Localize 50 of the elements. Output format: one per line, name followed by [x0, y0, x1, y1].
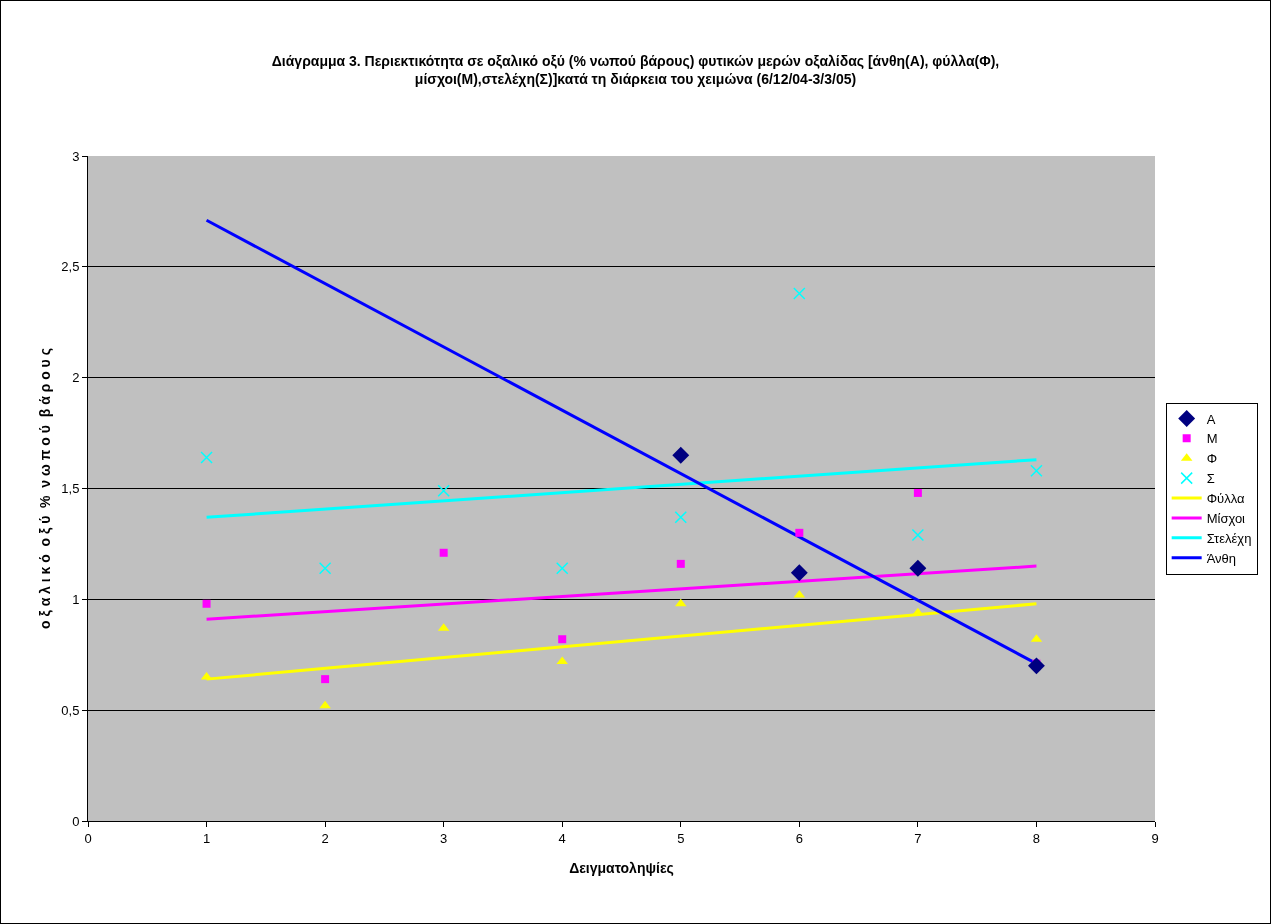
- point: [439, 548, 448, 557]
- point: [200, 451, 213, 464]
- legend-label: Φύλλα: [1206, 491, 1245, 507]
- point: [555, 562, 569, 575]
- legend-label: Άνθη: [1206, 550, 1237, 566]
- x-tick-label: 6: [795, 830, 803, 846]
- point: [1027, 657, 1045, 675]
- x-tick-label: 7: [914, 830, 922, 846]
- point: [675, 598, 687, 607]
- legend-label: Α: [1206, 411, 1216, 427]
- point: [1030, 464, 1043, 478]
- point: [793, 287, 806, 300]
- point: [795, 528, 804, 537]
- legend-label: Μίσχοι: [1206, 511, 1246, 527]
- y-tick-label: 1: [72, 591, 80, 607]
- point: [674, 511, 688, 524]
- legend-label: Στελέχη: [1206, 530, 1252, 546]
- x-tick-label: 3: [440, 830, 448, 846]
- x-tick-label: 1: [202, 830, 211, 846]
- point: [911, 528, 925, 542]
- x-tick-label: 5: [677, 830, 685, 846]
- point: [672, 446, 690, 464]
- y-tick-label: 2: [72, 370, 80, 386]
- point: [319, 700, 331, 709]
- chart-title: Διάγραμμα 3. Περιεκτικότητα σε οξαλικό οξύ (% νωπού βάρους) φυτικών μερών οξαλίδας [άνθη(Α), φύλλα(Φ), μίσχοι(Μ),στελέχη(Σ)]κατά τη διάρκεια του χειμώνα (6/12/04-3/3/05): [271, 52, 1000, 87]
- x-axis-title: Δειγματοληψίες: [569, 860, 674, 876]
- y-tick-label: 2,5: [61, 259, 80, 275]
- y-tick-label: 0,5: [61, 702, 80, 718]
- point: [676, 559, 685, 568]
- legend-label: Σ: [1206, 471, 1215, 487]
- y-axis-title: ο ξ α λ ι κ ό ο ξ ύ % ν ω π ο ύ β ά ρ ο υ ς: [37, 348, 53, 629]
- legend-label: Μ: [1206, 431, 1218, 447]
- y-tick-label: 0: [72, 813, 80, 829]
- point: [790, 564, 808, 582]
- x-tick-label: 2: [321, 830, 329, 846]
- point: [912, 607, 924, 616]
- point: [913, 488, 922, 497]
- legend-label: Φ: [1206, 451, 1218, 467]
- y-tick-label: 1,5: [61, 481, 80, 497]
- point: [558, 635, 567, 644]
- x-tick-label: 8: [1032, 830, 1041, 846]
- point: [909, 559, 927, 577]
- x-tick-label: 9: [1151, 830, 1159, 846]
- point: [202, 599, 211, 608]
- x-tick-label: 0: [84, 830, 92, 846]
- x-tick-label: 4: [558, 830, 566, 846]
- point: [321, 675, 330, 684]
- y-tick-label: 3: [72, 148, 80, 164]
- point: [318, 562, 332, 575]
- point: [437, 484, 450, 497]
